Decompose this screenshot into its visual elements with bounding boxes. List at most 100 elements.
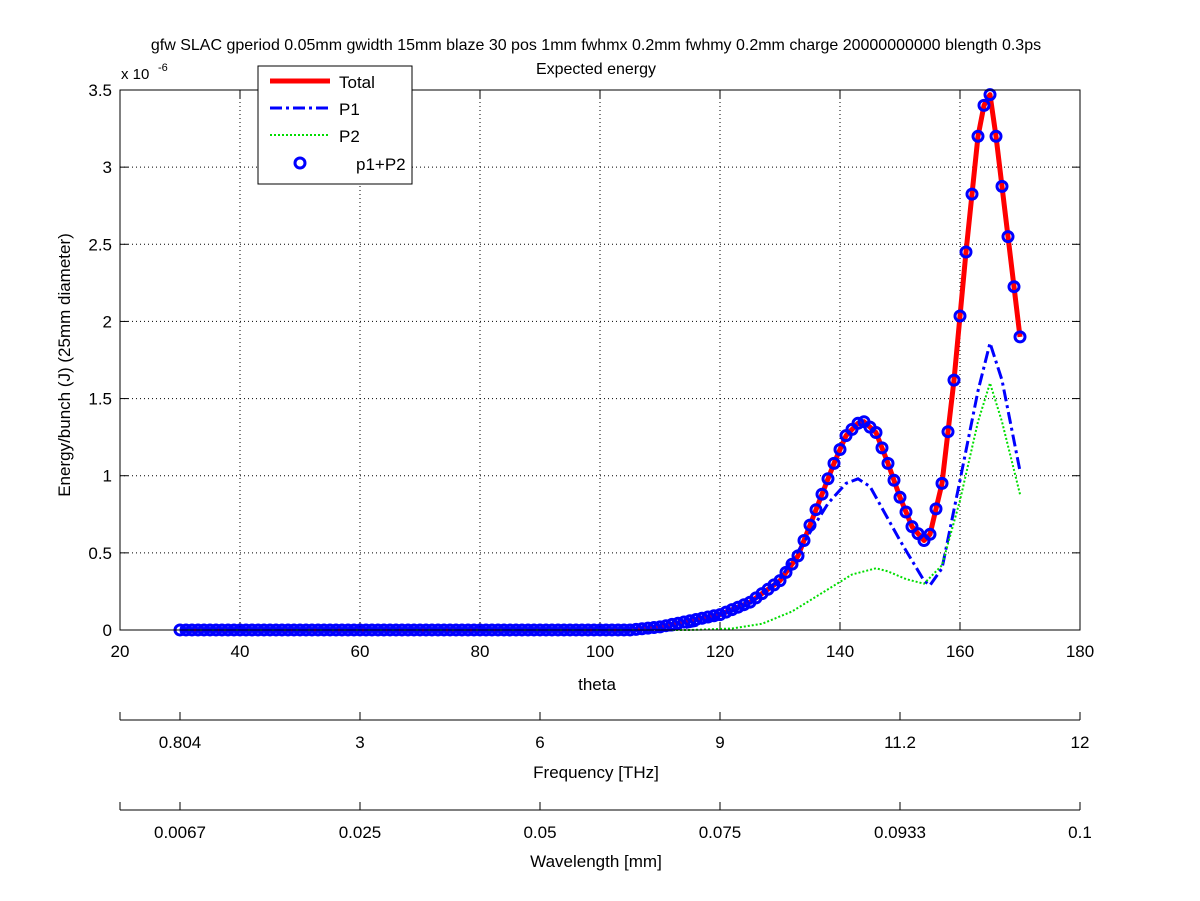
marker-p1-p2 (791, 549, 805, 563)
marker-p1-p2 (773, 574, 787, 588)
marker-p1-p2 (803, 518, 817, 532)
marker-p1-p2 (683, 614, 697, 628)
chart-title: gfw SLAC gperiod 0.05mm gwidth 15mm blaz… (151, 37, 1041, 54)
marker-p1-p2 (797, 534, 811, 547)
secondary-tick-label: 0.0067 (154, 823, 206, 842)
y-tick-label: 0.5 (88, 544, 112, 563)
marker-p1-p2 (833, 443, 847, 456)
y-tick-label: 3.5 (88, 81, 112, 100)
marker-p1-p2 (785, 557, 799, 571)
secondary-tick-label: 0.804 (159, 733, 202, 752)
marker-p1-p2 (893, 490, 907, 504)
legend: Total P1 P2 p1+P2 (257, 65, 413, 185)
marker-p1-p2 (641, 621, 655, 635)
marker-p1-p2 (635, 622, 649, 636)
chart-subtitle: Expected energy (536, 61, 656, 78)
marker-p1-p2 (689, 613, 703, 626)
legend-box (257, 65, 413, 185)
marker-p1-p2 (779, 565, 793, 579)
marker-p1-p2 (707, 609, 721, 623)
x-tick-label: 100 (586, 642, 614, 661)
marker-p1-p2 (827, 456, 841, 470)
secondary-tick-label: 0.05 (523, 823, 556, 842)
marker-p1-p2 (959, 245, 973, 259)
y-axis-label: Energy/bunch (J) (25mm diameter) (55, 233, 74, 497)
y-exponent-label: x 10 (121, 66, 149, 83)
marker-p1-p2 (923, 527, 937, 541)
marker-p1-p2 (887, 473, 901, 487)
marker-p1-p2 (725, 603, 739, 617)
x-tick-label: 180 (1066, 642, 1094, 661)
x-tick-label: 120 (706, 642, 734, 661)
marker-p1-p2 (1007, 280, 1021, 294)
marker-p1-p2 (935, 476, 949, 490)
marker-p1-p2 (929, 502, 943, 516)
y-exponent: x 10 -6 (121, 62, 168, 83)
x-tick-label: 160 (946, 642, 974, 661)
x-tick-label: 140 (826, 642, 854, 661)
marker-p1-p2 (1013, 330, 1027, 344)
marker-p1-p2 (875, 441, 889, 455)
marker-p1-p2 (947, 373, 961, 387)
secondary-tick-label: 9 (715, 733, 724, 752)
marker-p1-p2 (941, 425, 955, 439)
legend-label-p1: P1 (339, 100, 360, 119)
series-line-p2 (180, 379, 1021, 631)
marker-p1-p2 (977, 98, 991, 112)
secondary-tick-label: 11.2 (884, 733, 916, 752)
secondary-tick-label: 0.0933 (874, 823, 926, 842)
x-tick-label: 80 (471, 642, 490, 661)
marker-p1-p2 (695, 611, 709, 625)
marker-p1-p2 (851, 416, 865, 430)
y-exponent-power: -6 (158, 62, 168, 74)
marker-p1-p2 (815, 487, 829, 501)
secondary-tick-label: 0.025 (339, 823, 382, 842)
marker-p1-p2 (701, 610, 715, 624)
marker-p1-p2 (881, 456, 895, 470)
secondary-tick-label: 0.075 (699, 823, 742, 842)
secondary-tick-label: 0.1 (1068, 823, 1092, 842)
y-tick-label: 1.5 (88, 390, 112, 409)
marker-p1-p2 (971, 129, 985, 143)
secondary-tick-label: 12 (1071, 733, 1090, 752)
x-tick-label: 20 (111, 642, 130, 661)
plot-frame (119, 89, 1081, 631)
y-tick-label: 0 (103, 621, 112, 640)
x-tick-labels: 20 40 60 80 100 120 140 160 180 (111, 642, 1095, 661)
marker-p1-p2 (665, 617, 679, 631)
marker-p1-p2 (1001, 230, 1015, 244)
legend-label-p2: P2 (339, 127, 360, 146)
marker-p1-p2 (809, 503, 823, 517)
marker-p1-p2 (953, 309, 967, 323)
marker-p1-p2 (629, 622, 643, 636)
y-tick-label: 2.5 (88, 235, 112, 254)
frequency-axis-label: Frequency [THz] (533, 763, 659, 782)
y-tick-label: 1 (103, 467, 112, 486)
y-tick-label: 3 (103, 158, 112, 177)
y-tick-label: 2 (103, 312, 112, 331)
marker-p1-p2 (653, 620, 667, 634)
marker-p1-p2 (671, 616, 685, 630)
frequency-axis: Frequency [THz] 0.804 3 6 9 11.2 12 (119, 712, 1090, 782)
secondary-tick-label: 3 (355, 733, 364, 752)
marker-p1-p2 (677, 615, 691, 629)
marker-p1-p2 (995, 179, 1009, 193)
legend-label-total: Total (339, 73, 375, 92)
y-tick-labels: 0 0.5 1 1.5 2 2.5 3 3.5 (88, 81, 112, 640)
plot-area (173, 88, 1027, 637)
grid-lines (119, 89, 1081, 631)
marker-p1-p2 (647, 621, 661, 634)
legend-swatch-p1-p2 (293, 156, 307, 170)
marker-p1-p2 (821, 472, 835, 486)
wavelength-axis: Wavelength [mm] 0.0067 0.025 0.05 0.075 0.09… (119, 802, 1092, 871)
marker-p1-p2 (965, 187, 979, 201)
x-axis-label: theta (578, 675, 616, 694)
wavelength-axis-label: Wavelength [mm] (530, 852, 662, 871)
secondary-tick-label: 6 (535, 733, 544, 752)
marker-p1-p2 (659, 619, 673, 633)
marker-p1-p2 (989, 129, 1003, 143)
legend-label-p1-p2: p1+P2 (356, 155, 406, 174)
x-tick-label: 40 (231, 642, 250, 661)
marker-p1-p2 (869, 426, 883, 439)
